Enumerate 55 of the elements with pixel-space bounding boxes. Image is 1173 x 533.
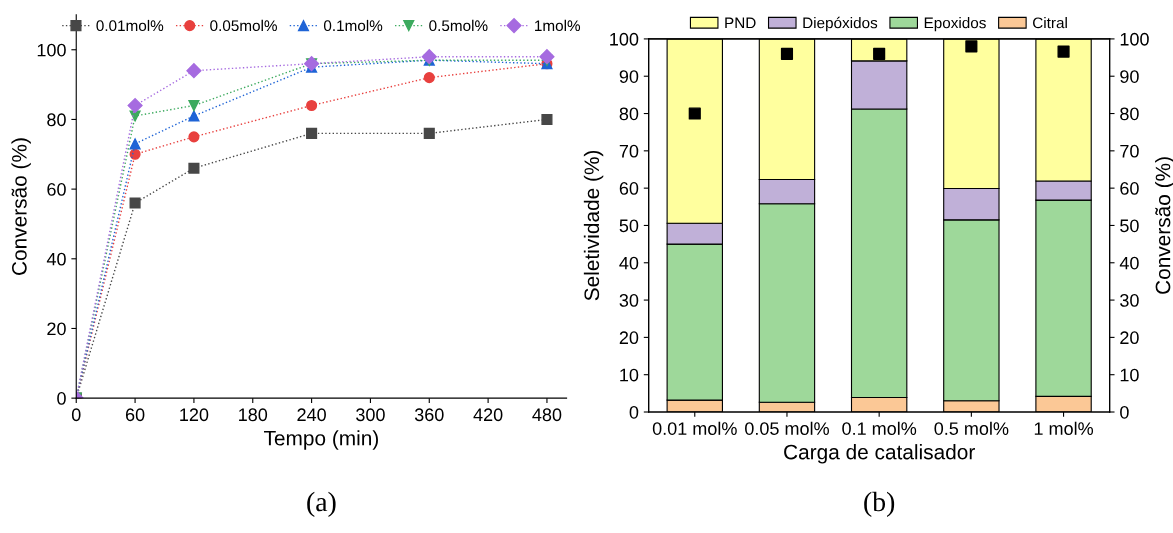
- x-tick-label: 120: [180, 408, 209, 422]
- y-axis-title: Conversão (%): [11, 138, 31, 275]
- legend-label: 1mol%: [535, 19, 581, 32]
- legend-label: Epoxidos: [924, 17, 986, 32]
- y-tick-label: 20: [619, 331, 639, 345]
- x-tick-label: 0.05 mol%: [745, 421, 829, 435]
- y-tick-label: 0: [57, 392, 66, 405]
- y-tick-label: 80: [619, 107, 639, 121]
- y-tick-label: 40: [46, 252, 66, 266]
- y2-tick-label: 70: [1120, 144, 1139, 158]
- y2-tick-label: 50: [1120, 219, 1139, 233]
- x-tick-label: 360: [414, 408, 444, 422]
- y2-tick-label: 10: [1120, 368, 1139, 382]
- y2-tick-label: 80: [1120, 107, 1139, 121]
- x-tick-label: 300: [356, 408, 385, 422]
- text: (a): [307, 491, 336, 518]
- x-tick-label: 0.01 mol%: [652, 421, 737, 435]
- x-tick-label: 240: [297, 408, 326, 422]
- y2-tick-label: 20: [1120, 331, 1139, 345]
- y2-tick-label: 30: [1120, 294, 1139, 307]
- x-tick-label: 1 mol%: [1034, 421, 1094, 435]
- y-tick-label: 20: [47, 322, 66, 336]
- y-tick-label: 50: [619, 219, 639, 233]
- y-tick-label: 90: [619, 70, 639, 83]
- y-tick-label: 80: [47, 113, 66, 127]
- x-tick-label: 0: [71, 408, 81, 422]
- x-tick-label: 0.1 mol%: [842, 421, 917, 435]
- legend-label: PND: [725, 17, 756, 29]
- y-tick-label: 60: [47, 183, 66, 196]
- legend-label: Citral: [1033, 17, 1067, 29]
- y-tick-label: 70: [619, 144, 639, 158]
- y-tick-label: 100: [37, 43, 66, 57]
- y-tick-label: 60: [619, 182, 639, 195]
- y-tick-label: 100: [610, 32, 639, 46]
- x-tick-label: 0.5 mol%: [934, 421, 1009, 435]
- y-axis-title: Seletividade (%): [583, 150, 604, 301]
- legend-label: Diepóxidos: [803, 16, 878, 32]
- legend-label: 0.05mol%: [210, 19, 277, 32]
- y2-tick-label: 100: [1120, 32, 1149, 46]
- y2-tick-label: 90: [1120, 70, 1139, 83]
- x-tick-label: 480: [532, 408, 562, 422]
- x-axis-title: Tempo (min): [264, 430, 378, 450]
- y-tick-label: 30: [619, 294, 639, 307]
- x-tick-label: 180: [239, 408, 268, 422]
- y-tick-label: 10: [620, 368, 639, 382]
- x-tick-label: 60: [125, 408, 145, 422]
- x-axis-title: Carga de catalisador: [784, 444, 975, 464]
- y2-tick-label: 60: [1120, 182, 1139, 195]
- legend-label: 0.5mol%: [429, 19, 488, 32]
- y2-tick-label: 40: [1119, 256, 1139, 270]
- y-tick-label: 40: [619, 256, 639, 270]
- text: (b): [864, 491, 895, 518]
- legend-label: 0.01mol%: [96, 19, 164, 32]
- legend-label: 0.1mol%: [323, 19, 383, 32]
- x-tick-label: 420: [473, 408, 503, 422]
